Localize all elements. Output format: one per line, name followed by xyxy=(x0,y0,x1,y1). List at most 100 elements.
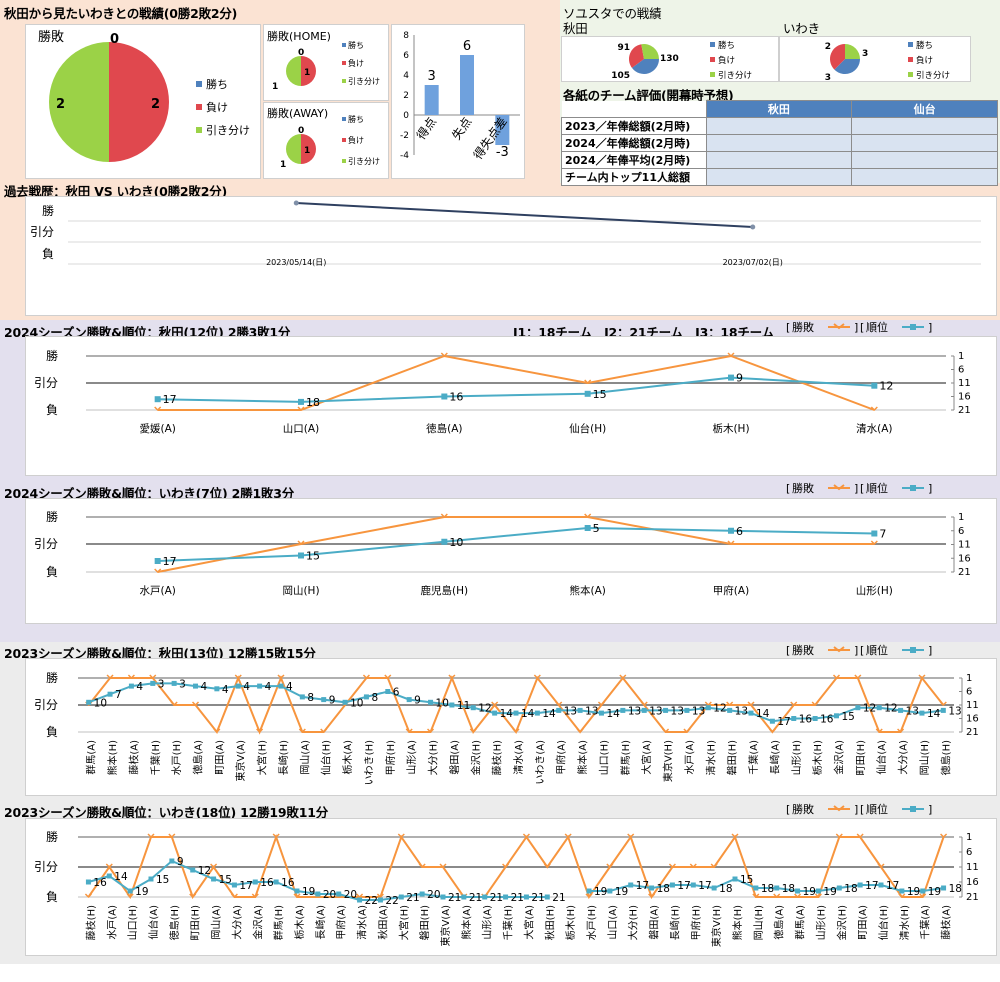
c2-legend-wl-close: ] xyxy=(854,482,858,495)
c2-rank-label-1: 15 xyxy=(306,550,320,563)
soy-iwaki-label-0: 3 xyxy=(862,49,868,59)
c4-rank-point-26 xyxy=(628,882,634,888)
c4-result-point-14 xyxy=(376,893,384,899)
c3-rank-label-18: 12 xyxy=(478,703,491,715)
c4-result-point-4 xyxy=(168,833,176,839)
soy-iwaki-label-2: 2 xyxy=(825,42,831,52)
c1-x-label-5: 清水(A) xyxy=(856,422,892,435)
c4-rank-label-3: 15 xyxy=(156,874,169,886)
eval-cell xyxy=(705,151,853,169)
c3-result-point-37 xyxy=(875,728,883,734)
c2-legend-rank-open: [ xyxy=(860,482,864,495)
c2-result-point-0 xyxy=(154,568,162,574)
c2-x-label-2: 鹿児島(H) xyxy=(421,584,469,597)
history-date-0: 2023/05/14(日) xyxy=(266,258,326,267)
c4-rank-label-39: 19 xyxy=(907,886,920,898)
c2-result-point-1 xyxy=(297,540,305,546)
away-legend-draw: 引き分け xyxy=(348,157,380,166)
home-pie-label-draw: 1 xyxy=(272,82,278,92)
c4-rank-label-38: 17 xyxy=(886,880,899,892)
c4-legend-wl: 勝敗 xyxy=(792,802,814,816)
away-legend-win-marker xyxy=(342,117,346,121)
c3-rank-label-32: 17 xyxy=(777,716,790,728)
c3-x-label-3: 千葉(H) xyxy=(149,740,162,775)
c4-rank-tick-2: 11 xyxy=(966,862,979,873)
c3-rank-label-23: 13 xyxy=(585,705,598,717)
c3-rank-point-20 xyxy=(513,710,519,716)
c3-rank-label-34: 16 xyxy=(820,714,834,726)
c2-rank-tick-2: 11 xyxy=(958,540,971,551)
c4-x-label-18: 熊本(A) xyxy=(460,905,473,940)
c4-rank-point-36 xyxy=(836,885,842,891)
c4-rank-point-19 xyxy=(482,894,488,900)
c3-x-label-18: 金沢(H) xyxy=(469,740,482,775)
c3-result-point-19 xyxy=(491,701,499,707)
goals-y-tick-5: -2 xyxy=(400,131,409,141)
c2-wl-label-0: 勝 xyxy=(46,509,58,524)
c2-rank-point-4 xyxy=(728,527,734,534)
c4-x-label-7: 大分(A) xyxy=(230,905,243,940)
c4-rank-point-13 xyxy=(357,897,363,903)
c2-legend-wl: 勝敗 xyxy=(792,481,814,495)
c4-legend-rank-close: ] xyxy=(928,803,932,816)
eval-row-label: 2024／年俸総額(2月時) xyxy=(561,134,707,152)
soy-iwaki-legend-marker-2 xyxy=(908,72,913,77)
c1-legend-rank-open: [ xyxy=(860,321,864,334)
c1-rank-point-2 xyxy=(441,393,448,400)
c4-rank-point-0 xyxy=(85,879,91,885)
eval-row-label: 2023／年俸総額(2月時) xyxy=(561,117,707,135)
c4-wl-label-1: 引分 xyxy=(34,860,58,874)
c2-rank-label-2: 10 xyxy=(449,536,463,549)
c3-rank-point-10 xyxy=(299,694,305,700)
goals-data-label-0: 3 xyxy=(428,69,436,84)
c4-x-label-21: 大宮(A) xyxy=(522,905,535,940)
c3-x-label-33: 山形(H) xyxy=(791,740,803,775)
c4-rank-point-31 xyxy=(732,876,738,882)
away-pie-label-draw: 1 xyxy=(280,160,286,170)
c3-rank-label-13: 8 xyxy=(371,692,378,704)
c3-rank-label-28: 13 xyxy=(692,705,705,717)
c3-result-point-27 xyxy=(662,728,670,734)
eval-cell xyxy=(705,134,853,152)
c4-x-label-2: 山口(H) xyxy=(127,905,139,940)
away-pie-slice-loss xyxy=(301,134,316,164)
c4-rank-point-18 xyxy=(461,894,467,900)
c4-rank-point-27 xyxy=(649,885,655,891)
c4-result-point-32 xyxy=(752,893,760,899)
c3-rank-point-28 xyxy=(684,707,690,713)
c4-rank-point-35 xyxy=(815,888,821,894)
c3-x-label-17: 磐田(A) xyxy=(448,740,461,775)
c1-rank-point-1 xyxy=(298,398,304,405)
c2-wl-label-2: 負 xyxy=(46,565,58,579)
goals-bar-2 xyxy=(495,115,510,145)
c3-rank-label-27: 13 xyxy=(671,705,684,717)
c3-rank-point-29 xyxy=(705,705,711,711)
c3-x-label-12: 栃木(A) xyxy=(341,740,354,775)
c1-rank-tick-0: 1 xyxy=(958,351,964,362)
goals-bar-1 xyxy=(460,55,474,115)
c4-x-label-17: 東京V(A) xyxy=(439,905,452,947)
legend-draw: 引き分け xyxy=(206,123,250,137)
c2-rank-tick-1: 6 xyxy=(958,526,964,537)
c4-rank-label-20: 21 xyxy=(511,892,524,904)
c3-rank-point-38 xyxy=(898,707,904,713)
c3-result-point-14 xyxy=(384,674,392,680)
c3-x-label-34: 栃木(H) xyxy=(811,740,824,775)
eval-cell xyxy=(851,117,998,135)
c3-x-label-24: 山口(H) xyxy=(598,740,610,775)
c1-rank-line-0 xyxy=(157,376,875,403)
c4-result-point-21 xyxy=(522,833,530,839)
c3-rank-label-26: 13 xyxy=(649,705,662,717)
c4-x-label-1: 水戸(A) xyxy=(106,905,118,940)
c1-result-point-0 xyxy=(154,406,162,412)
c3-x-label-13: いわき(H) xyxy=(363,740,375,785)
c3-legend-wl-marker xyxy=(833,646,845,653)
c4-rank-point-12 xyxy=(336,891,342,897)
c3-x-label-2: 藤枝(A) xyxy=(127,740,140,775)
home-legend-loss-marker xyxy=(342,61,346,65)
chart-card-c1: [勝敗][順位] 勝引分負 1 6 11 16 21 17 18 16 15 9 12 愛媛(A) 山口(A… xyxy=(25,320,997,476)
c3-x-label-0: 群馬(A) xyxy=(85,740,98,775)
soy-akita-legend-marker-2 xyxy=(710,72,715,77)
c4-rank-label-24: 19 xyxy=(594,886,607,898)
